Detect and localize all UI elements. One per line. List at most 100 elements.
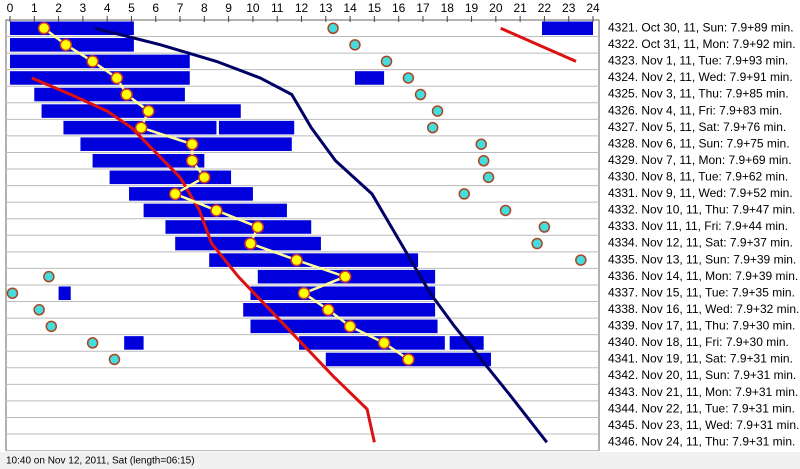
marker-point bbox=[431, 105, 444, 117]
marker-point bbox=[402, 72, 415, 84]
x-tick-label: 5 bbox=[128, 1, 135, 15]
trend-line bbox=[94, 26, 549, 444]
x-tick-label: 24 bbox=[586, 1, 600, 15]
status-text: 10:40 on Nov 12, 2011, Sat (length=06:15… bbox=[6, 456, 195, 467]
row-label: 4328. Nov 6, 11, Sun: 7.9+75 min. bbox=[608, 136, 790, 150]
onset-point bbox=[251, 220, 265, 234]
trend-line bbox=[31, 76, 376, 443]
onset-point bbox=[321, 303, 335, 317]
row-label: 4339. Nov 17, 11, Thu: 7.9+30 min. bbox=[608, 319, 795, 333]
onset-point bbox=[377, 336, 391, 350]
x-tick-label: 1 bbox=[31, 1, 38, 15]
onset-point bbox=[86, 55, 99, 68]
row-label: 4336. Nov 14, 11, Mon: 7.9+39 min. bbox=[608, 269, 798, 283]
marker-point bbox=[6, 287, 19, 299]
marker-point bbox=[477, 155, 490, 167]
row-label: 4340. Nov 18, 11, Fri: 7.9+30 min. bbox=[608, 335, 789, 349]
x-tick-label: 8 bbox=[201, 1, 208, 15]
row-label: 4324. Nov 2, 11, Wed: 7.9+91 min. bbox=[608, 70, 793, 84]
row-label: 4345. Nov 23, 11, Wed: 7.9+31 min. bbox=[608, 418, 799, 432]
sleep-bar bbox=[354, 71, 385, 85]
marker-point bbox=[426, 121, 439, 134]
marker-point bbox=[108, 353, 121, 366]
sleep-bar bbox=[250, 286, 436, 301]
marker-point bbox=[33, 304, 45, 316]
row-label: 4322. Oct 31, 11, Mon: 7.9+92 min. bbox=[608, 37, 796, 51]
x-tick-label: 3 bbox=[80, 1, 87, 15]
x-tick-label: 17 bbox=[416, 1, 430, 15]
row-label: 4325. Nov 3, 11, Thu: 7.9+85 min. bbox=[608, 87, 789, 101]
onset-point bbox=[297, 286, 311, 300]
sleep-bar bbox=[209, 253, 419, 267]
x-tick-label: 19 bbox=[465, 1, 479, 15]
marker-point bbox=[349, 39, 361, 51]
onset-point bbox=[210, 204, 223, 217]
sleep-bar bbox=[41, 104, 241, 118]
onset-point bbox=[168, 187, 182, 201]
marker-point bbox=[475, 138, 488, 150]
row-label: 4327. Nov 5, 11, Sat: 7.9+76 min. bbox=[608, 120, 786, 134]
x-tick-label: 4 bbox=[104, 1, 111, 15]
marker-point bbox=[538, 221, 551, 233]
sleep-bar bbox=[165, 220, 312, 234]
onset-point bbox=[185, 154, 199, 168]
onset-point bbox=[110, 71, 124, 85]
x-tick-label: 13 bbox=[319, 1, 333, 15]
marker-point bbox=[327, 22, 339, 35]
x-tick-label: 14 bbox=[343, 1, 357, 15]
sleep-bar bbox=[124, 336, 144, 350]
row-label: 4321. Oct 30, 11, Sun: 7.9+89 min. bbox=[608, 20, 794, 34]
trend-line bbox=[500, 26, 577, 63]
marker-point bbox=[482, 171, 495, 184]
x-tick-label: 7 bbox=[177, 1, 184, 15]
onset-point bbox=[338, 270, 352, 283]
onset-point bbox=[244, 237, 257, 250]
row-label: 4341. Nov 19, 11, Sat: 7.9+31 min. bbox=[608, 352, 793, 366]
x-tick-label: 9 bbox=[225, 1, 232, 15]
marker-point bbox=[414, 88, 427, 101]
row-label: 4323. Nov 1, 11, Tue: 7.9+93 min. bbox=[608, 54, 788, 68]
marker-point bbox=[86, 337, 99, 349]
onset-point bbox=[59, 38, 73, 52]
row-label: 4333. Nov 11, 11, Fri: 7.9+44 min. bbox=[608, 219, 788, 233]
x-tick-label: 16 bbox=[392, 1, 406, 15]
row-label: 4338. Nov 16, 11, Wed: 7.9+32 min. bbox=[608, 302, 799, 316]
marker-point bbox=[43, 270, 55, 283]
x-tick-label: 21 bbox=[513, 1, 527, 15]
x-tick-label: 6 bbox=[152, 1, 159, 15]
sleep-bar bbox=[243, 303, 436, 317]
marker-point bbox=[458, 188, 471, 200]
x-tick-label: 0 bbox=[7, 1, 14, 15]
sleep-bar bbox=[92, 153, 205, 168]
row-label: 4326. Nov 4, 11, Fri: 7.9+83 min. bbox=[608, 103, 782, 117]
onset-point bbox=[402, 353, 415, 366]
row-label: 4346. Nov 24, 11, Thu: 7.9+31 min. bbox=[608, 434, 795, 448]
sleep-bar bbox=[109, 170, 232, 185]
sleep-bar bbox=[541, 21, 593, 36]
x-tick-label: 20 bbox=[489, 1, 503, 15]
onset-point bbox=[134, 121, 148, 134]
row-label: 4344. Nov 22, 11, Tue: 7.9+31 min. bbox=[608, 401, 795, 415]
x-tick-label: 2 bbox=[55, 1, 62, 15]
sleep-bar bbox=[10, 71, 190, 85]
sleep-bar bbox=[299, 336, 445, 350]
x-tick-label: 11 bbox=[271, 1, 284, 15]
status-bar bbox=[0, 452, 800, 469]
x-tick-label: 15 bbox=[368, 1, 382, 15]
onset-point bbox=[37, 22, 51, 35]
marker-point bbox=[380, 55, 393, 68]
row-label: 4334. Nov 12, 11, Sat: 7.9+37 min. bbox=[608, 236, 793, 250]
onset-point bbox=[120, 88, 133, 101]
row-label: 4330. Nov 8, 11, Tue: 7.9+62 min. bbox=[608, 169, 788, 183]
row-label: 4337. Nov 15, 11, Tue: 7.9+35 min. bbox=[608, 285, 795, 299]
sleep-bar bbox=[10, 54, 190, 69]
onset-point bbox=[290, 253, 303, 267]
x-tick-label: 18 bbox=[441, 1, 455, 15]
x-tick-label: 22 bbox=[538, 1, 552, 15]
row-label: 4342. Nov 20, 11, Sun: 7.9+31 min. bbox=[608, 368, 796, 382]
row-label: 4335. Nov 13, 11, Sun: 7.9+39 min. bbox=[608, 252, 796, 266]
marker-point bbox=[45, 320, 58, 333]
row-label: 4343. Nov 21, 11, Mon: 7.9+31 min. bbox=[608, 385, 798, 399]
